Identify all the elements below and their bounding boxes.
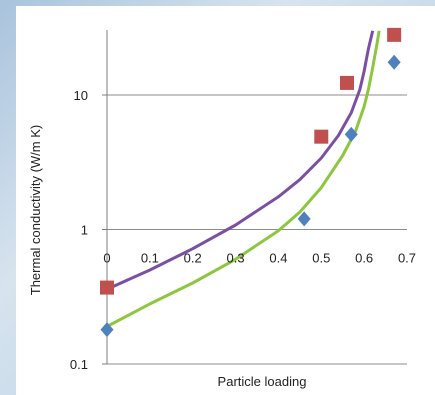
- fit-line: [106, 30, 381, 328]
- y-axis-label: Thermal conductivity (W/m K): [28, 125, 43, 295]
- y-tick-label: 1: [81, 223, 88, 238]
- y-tick-labels: 0.1 1 10: [70, 88, 88, 372]
- fit-line: [106, 30, 375, 291]
- data-point-diamond: [100, 322, 114, 338]
- data-point-diamond: [344, 126, 358, 142]
- x-tick-label: 0: [103, 251, 110, 266]
- data-point-diamond: [387, 54, 401, 70]
- data-point-square: [100, 280, 114, 295]
- x-tick-label: 0.5: [312, 251, 330, 266]
- x-tick-label: 0.4: [269, 251, 287, 266]
- data-point-square: [387, 27, 402, 42]
- data-point-diamond: [297, 211, 311, 227]
- y-tick-label: 10: [74, 88, 88, 103]
- x-tick-label: 0.6: [355, 251, 373, 266]
- data-points: [100, 27, 402, 338]
- x-tick-label: 0.1: [141, 251, 159, 266]
- x-tick-labels: 0 0.1 0.2 0.3 0.4 0.5 0.6 0.7: [103, 251, 416, 266]
- x-tick-label: 0.3: [227, 251, 245, 266]
- y-tick-label: 0.1: [70, 357, 88, 372]
- data-point-square: [340, 75, 354, 90]
- fit-lines: [106, 30, 381, 328]
- x-axis-label: Particle loading: [218, 374, 307, 389]
- data-point-square: [314, 129, 329, 144]
- grid-lines: [102, 94, 407, 365]
- x-tick-label: 0.7: [398, 251, 416, 266]
- x-tick-label: 0.2: [184, 251, 202, 266]
